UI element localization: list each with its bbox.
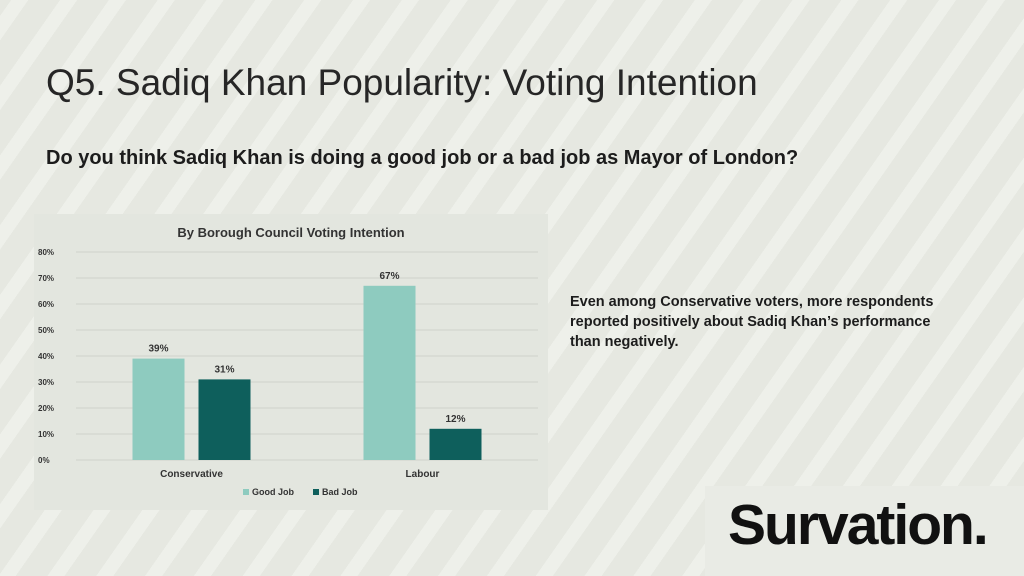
legend-swatch [243, 489, 249, 495]
chart-title: By Borough Council Voting Intention [177, 225, 404, 240]
legend-swatch [313, 489, 319, 495]
bar [429, 428, 482, 460]
logo-background [705, 486, 1024, 576]
data-label: 12% [445, 414, 465, 425]
data-label: 31% [214, 364, 234, 375]
y-tick-label: 0% [38, 456, 50, 465]
bar-chart: By Borough Council Voting Intention 0% 10… [38, 225, 538, 497]
x-axis: Conservative Labour [160, 469, 439, 480]
slide-title: Q5. Sadiq Khan Popularity: Voting Intent… [46, 62, 758, 103]
insight-note: Even among Conservative voters, more res… [570, 294, 934, 350]
data-label: 39% [148, 344, 168, 355]
survey-question: Do you think Sadiq Khan is doing a good … [46, 147, 799, 169]
bars: 39% 31% 67% 12% [132, 271, 482, 460]
bar [132, 358, 185, 460]
y-tick-label: 10% [38, 430, 54, 439]
data-label: 67% [379, 271, 399, 282]
x-tick-label: Labour [406, 469, 440, 480]
survation-logo: Survation. [728, 493, 989, 557]
bar [363, 285, 416, 460]
y-axis: 0% 10% 20% 30% 40% 50% 60% 70% 80% [38, 248, 54, 465]
bar-chart-panel: By Borough Council Voting Intention 0% 10… [34, 214, 548, 510]
y-tick-label: 70% [38, 274, 54, 283]
y-tick-label: 40% [38, 352, 54, 361]
legend-label: Good Job [252, 487, 294, 497]
y-tick-label: 50% [38, 326, 54, 335]
y-tick-label: 20% [38, 404, 54, 413]
x-tick-label: Conservative [160, 469, 223, 480]
legend-label: Bad Job [322, 487, 358, 497]
legend: Good Job Bad Job [243, 487, 358, 497]
y-tick-label: 80% [38, 248, 54, 257]
y-tick-label: 30% [38, 378, 54, 387]
bar [198, 379, 251, 460]
y-tick-label: 60% [38, 300, 54, 309]
